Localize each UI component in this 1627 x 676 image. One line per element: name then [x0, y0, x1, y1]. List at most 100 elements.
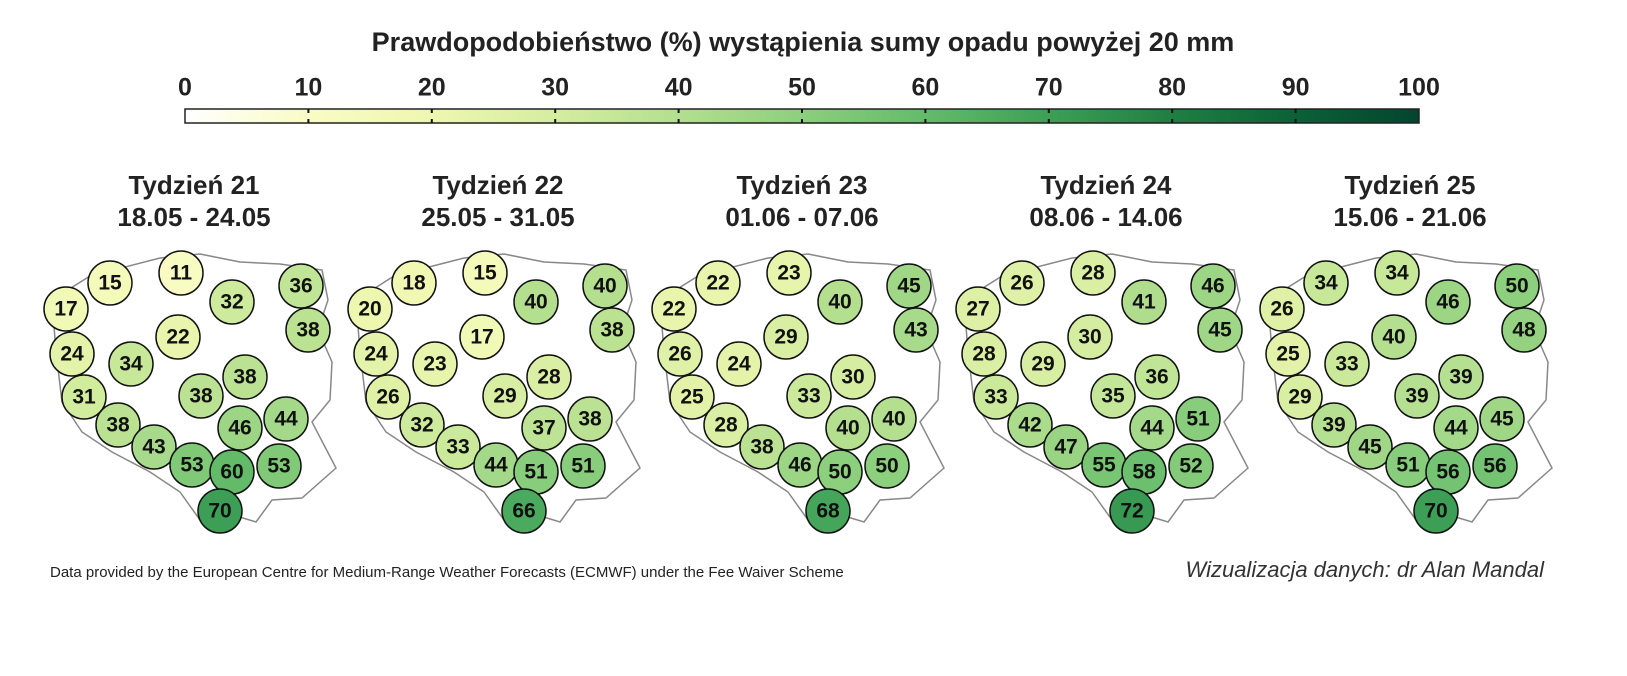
station-value: 56 [1436, 461, 1459, 484]
station-marker [1394, 373, 1440, 419]
panel-dates: 08.06 - 14.06 [1029, 202, 1182, 232]
station-marker [462, 250, 508, 296]
station-marker [391, 260, 437, 306]
station-marker [1043, 424, 1089, 470]
station-marker [999, 260, 1045, 306]
station-marker [155, 314, 201, 360]
station-marker [1020, 341, 1066, 387]
station-value: 43 [904, 319, 927, 342]
colorbar-tick-label: 60 [911, 74, 939, 102]
station-value: 38 [750, 436, 774, 459]
station-marker [197, 488, 243, 534]
colorbar-tick-label: 30 [541, 74, 569, 102]
station-marker [222, 354, 268, 400]
station-marker [739, 424, 785, 470]
station-marker [217, 405, 263, 451]
station-value: 17 [470, 326, 493, 349]
station-value: 66 [512, 500, 535, 523]
station-marker [825, 405, 871, 451]
station-marker [1374, 250, 1420, 296]
station-value: 48 [1512, 319, 1536, 342]
station-value: 23 [423, 353, 446, 376]
station-marker [1134, 354, 1180, 400]
station-value: 45 [897, 275, 921, 298]
station-value: 15 [98, 272, 122, 295]
station-value: 39 [1405, 385, 1428, 408]
station-value: 33 [1335, 353, 1358, 376]
station-marker [108, 341, 154, 387]
station-value: 38 [189, 385, 213, 408]
station-value: 40 [836, 417, 859, 440]
colorbar-tick-label: 80 [1158, 74, 1186, 102]
station-value: 51 [1186, 408, 1210, 431]
colorbar-tick-label: 0 [178, 74, 192, 102]
footer-source: Data provided by the European Centre for… [50, 564, 844, 581]
station-value: 34 [1314, 272, 1338, 295]
station-value: 40 [524, 291, 547, 314]
station-value: 27 [966, 298, 989, 321]
station-marker [1277, 374, 1323, 420]
station-marker [521, 405, 567, 451]
panel-week: Tydzień 23 [736, 170, 867, 200]
station-marker [805, 488, 851, 534]
station-value: 60 [220, 461, 243, 484]
station-value: 70 [208, 500, 231, 523]
station-value: 51 [571, 455, 595, 478]
station-marker [1090, 373, 1136, 419]
panel-week: Tydzień 22 [432, 170, 563, 200]
station-value: 41 [1132, 291, 1156, 314]
station-marker [353, 331, 399, 377]
station-value: 23 [777, 262, 800, 285]
station-value: 44 [484, 454, 508, 477]
station-marker [49, 331, 95, 377]
station-marker [716, 341, 762, 387]
station-value: 22 [166, 326, 189, 349]
station-value: 38 [578, 408, 602, 431]
station-marker [87, 260, 133, 306]
station-marker [864, 443, 910, 489]
station-marker [786, 373, 832, 419]
station-value: 51 [524, 461, 548, 484]
station-marker [1413, 488, 1459, 534]
station-value: 45 [1490, 408, 1514, 431]
station-marker [893, 307, 939, 353]
station-value: 55 [1092, 454, 1116, 477]
station-value: 53 [267, 455, 290, 478]
station-marker [43, 286, 89, 332]
station-marker [589, 307, 635, 353]
station-marker [582, 263, 628, 309]
station-value: 34 [1385, 262, 1409, 285]
station-value: 44 [1140, 417, 1164, 440]
station-value: 28 [972, 343, 996, 366]
station-value: 30 [1078, 326, 1101, 349]
station-value: 24 [364, 343, 388, 366]
station-marker [560, 443, 606, 489]
station-value: 35 [1101, 385, 1125, 408]
station-marker [459, 314, 505, 360]
station-value: 40 [828, 291, 851, 314]
station-marker [1175, 396, 1221, 442]
station-marker [830, 354, 876, 400]
station-marker [817, 279, 863, 325]
station-marker [1501, 307, 1547, 353]
station-marker [1109, 488, 1155, 534]
station-marker [1371, 314, 1417, 360]
station-marker [703, 402, 749, 448]
station-marker [973, 374, 1019, 420]
panel-week: Tydzień 21 [128, 170, 259, 200]
footer-credit: Wizualizacja danych: dr Alan Mandal [1186, 557, 1546, 582]
station-marker [651, 286, 697, 332]
station-value: 40 [882, 408, 905, 431]
station-value: 70 [1424, 500, 1447, 523]
station-marker [1347, 424, 1393, 470]
station-marker [1479, 396, 1525, 442]
station-value: 28 [714, 414, 738, 437]
station-value: 46 [1436, 291, 1459, 314]
station-value: 26 [376, 386, 399, 409]
station-marker [435, 424, 481, 470]
station-value: 50 [828, 461, 851, 484]
